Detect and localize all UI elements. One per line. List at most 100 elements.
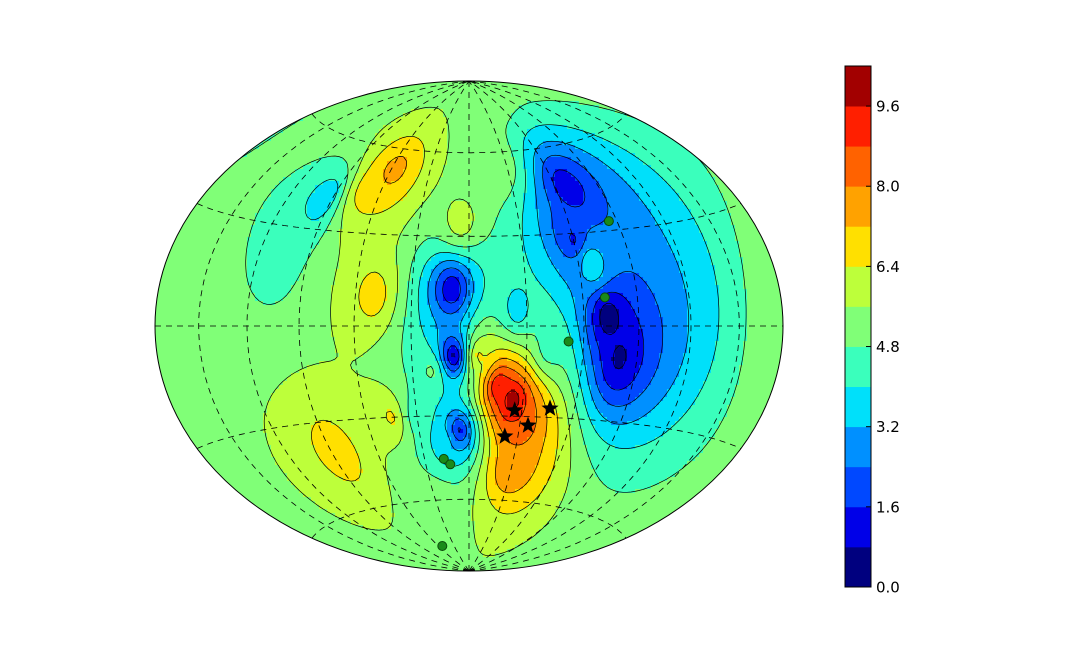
field-cell (675, 173, 680, 178)
field-cell (487, 89, 492, 94)
field-cell (539, 169, 544, 174)
field-cell (259, 141, 264, 146)
field-cell (235, 181, 240, 186)
field-cell (691, 193, 696, 198)
field-cell (763, 177, 768, 182)
field-cell (667, 197, 672, 202)
field-cell (231, 145, 236, 150)
field-cell (179, 117, 184, 122)
field-cell (375, 133, 380, 138)
field-cell (195, 149, 200, 154)
field-cell (675, 169, 680, 174)
field-cell (223, 89, 228, 94)
field-cell (191, 113, 196, 118)
field-cell (207, 117, 212, 122)
field-cell (411, 145, 416, 150)
field-cell (711, 117, 716, 122)
field-cell (367, 173, 372, 178)
field-cell (259, 133, 264, 138)
field-cell (291, 165, 296, 170)
field-cell (403, 125, 408, 130)
field-cell (675, 185, 680, 190)
field-cell (395, 133, 400, 138)
field-cell (499, 89, 504, 94)
field-cell (275, 165, 280, 170)
field-cell (531, 145, 536, 150)
field-cell (379, 81, 384, 86)
field-cell (767, 165, 772, 170)
field-cell (379, 189, 384, 194)
field-cell (759, 193, 764, 198)
field-cell (479, 137, 484, 142)
field-cell (547, 129, 552, 134)
field-cell (283, 93, 288, 98)
field-cell (183, 97, 188, 102)
field-cell (539, 173, 544, 178)
field-cell (539, 93, 544, 98)
field-cell (455, 165, 460, 170)
field-cell (191, 197, 196, 202)
field-cell (783, 93, 788, 98)
field-cell (163, 149, 168, 154)
field-cell (519, 109, 524, 114)
field-cell (399, 109, 404, 114)
field-cell (155, 125, 156, 130)
field-cell (727, 121, 732, 126)
field-cell (639, 89, 644, 94)
field-cell (631, 109, 636, 114)
field-cell (527, 125, 532, 130)
field-cell (439, 185, 444, 190)
field-cell (155, 117, 160, 122)
field-cell (755, 129, 760, 134)
field-cell (215, 197, 220, 202)
field-cell (451, 173, 456, 178)
field-cell (695, 189, 700, 194)
field-cell (587, 157, 592, 162)
field-cell (271, 157, 276, 162)
field-cell (527, 89, 532, 94)
field-cell (319, 97, 324, 102)
field-cell (527, 97, 532, 102)
field-cell (667, 97, 672, 102)
field-cell (619, 101, 624, 106)
field-cell (699, 153, 704, 158)
field-cell (759, 149, 764, 154)
field-cell (203, 173, 208, 178)
field-cell (315, 129, 320, 134)
field-cell (663, 181, 668, 186)
field-cell (323, 185, 328, 190)
field-cell (319, 113, 324, 118)
field-cell (655, 113, 660, 118)
field-cell (535, 137, 540, 142)
field-cell (555, 125, 560, 130)
field-cell (407, 101, 412, 106)
field-cell (595, 81, 600, 82)
field-cell (259, 181, 264, 186)
field-cell (239, 145, 244, 150)
field-cell (247, 89, 252, 94)
field-cell (579, 85, 584, 90)
field-cell (447, 125, 452, 130)
field-cell (463, 97, 468, 102)
field-cell (471, 121, 476, 126)
field-cell (287, 141, 292, 146)
field-cell (559, 117, 564, 122)
field-cell (291, 141, 296, 146)
field-cell (643, 153, 648, 158)
field-cell (587, 85, 592, 90)
field-cell (375, 153, 380, 158)
field-cell (319, 201, 324, 206)
field-cell (635, 169, 640, 174)
field-cell (503, 193, 508, 198)
field-cell (671, 125, 676, 130)
field-cell (423, 161, 428, 166)
field-cell (707, 133, 712, 138)
field-cell (471, 109, 476, 114)
field-cell (703, 185, 708, 190)
field-cell (339, 177, 344, 182)
field-cell (527, 197, 532, 202)
field-cell (695, 197, 700, 202)
field-cell (671, 81, 676, 82)
field-cell (579, 197, 584, 202)
field-cell (239, 93, 244, 98)
